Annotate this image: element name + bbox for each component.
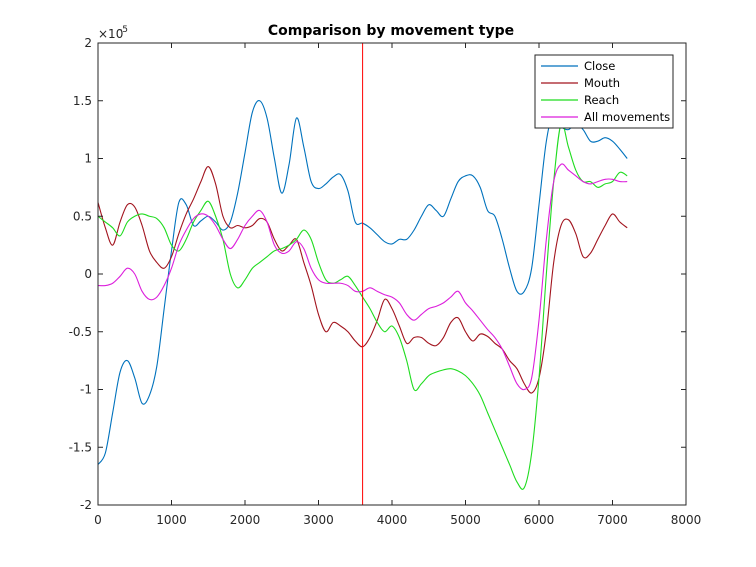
y-tick-label: 0 — [84, 267, 92, 281]
x-tick-label: 6000 — [524, 513, 555, 527]
y-exponent-base: ×10 — [98, 27, 123, 41]
x-tick-label: 3000 — [303, 513, 334, 527]
y-tick-label: -1 — [80, 383, 92, 397]
legend-box — [534, 54, 674, 129]
y-tick-label: 0.5 — [73, 209, 92, 223]
x-axis: 0 1000 2000 3000 4000 5000 6000 7000 8000 — [94, 43, 701, 527]
x-tick-label: 0 — [94, 513, 102, 527]
y-tick-label: 2 — [84, 36, 92, 50]
series-line-reach — [97, 122, 628, 490]
legend-label: Close — [584, 59, 615, 73]
y-tick-label: 1 — [84, 152, 92, 166]
y-tick-label: 1.5 — [73, 94, 92, 108]
x-tick-label: 8000 — [671, 513, 702, 527]
y-tick-label: -2 — [80, 498, 92, 512]
y-axis: -2 -1.5 -1 -0.5 0 0.5 1 1.5 2 — [69, 36, 686, 512]
x-tick-label: 7000 — [597, 513, 628, 527]
x-tick-label: 1000 — [156, 513, 187, 527]
legend-label: All movements — [584, 110, 670, 124]
x-tick-label: 2000 — [230, 513, 261, 527]
y-exponent-power: -5 — [119, 25, 128, 35]
y-tick-label: -0.5 — [69, 325, 92, 339]
legend-label: Reach — [584, 93, 619, 107]
legend-label: Mouth — [584, 76, 620, 90]
x-tick-label: 5000 — [450, 513, 481, 527]
x-tick-label: 4000 — [377, 513, 408, 527]
y-exponent: ×10 -5 — [98, 25, 128, 41]
legend: Close Mouth Reach All movements — [534, 54, 674, 129]
chart-title: Comparison by movement type — [268, 23, 514, 39]
y-tick-label: -1.5 — [69, 440, 92, 454]
